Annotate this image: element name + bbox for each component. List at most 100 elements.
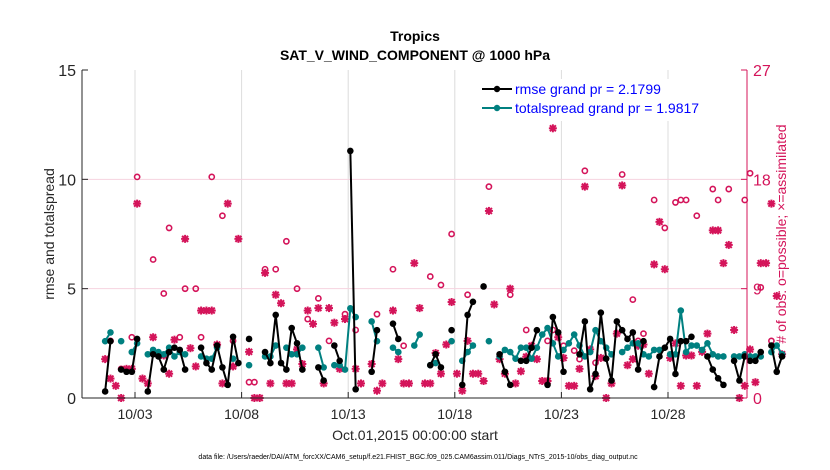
obs-possible-marker bbox=[389, 265, 397, 273]
rmse-point bbox=[149, 350, 157, 358]
rmse-point bbox=[352, 385, 359, 393]
obs-assimilated-marker bbox=[394, 355, 403, 364]
obs-possible-marker bbox=[682, 196, 690, 204]
obs-assimilated-marker bbox=[410, 259, 419, 268]
rmse-point bbox=[720, 381, 727, 389]
obs-possible-marker bbox=[219, 212, 226, 220]
obs-assimilated-marker bbox=[138, 374, 147, 383]
obs-possible-marker bbox=[165, 224, 173, 232]
spread-point bbox=[624, 344, 631, 352]
spread-point bbox=[432, 359, 439, 367]
legend-spread-label: totalspread grand pr = 1.9817 bbox=[515, 100, 699, 116]
spread-point bbox=[656, 346, 663, 354]
obs-possible-marker bbox=[437, 281, 445, 289]
rmse-point bbox=[554, 329, 562, 336]
obs-possible-marker bbox=[725, 185, 733, 193]
obs-possible-marker bbox=[400, 342, 408, 350]
obs-assimilated-marker bbox=[170, 335, 179, 344]
obs-assimilated-marker bbox=[692, 381, 701, 390]
spread-point bbox=[560, 346, 567, 354]
spread-point bbox=[331, 361, 338, 369]
rmse-point bbox=[549, 313, 557, 321]
y-tick-label: 5 bbox=[67, 282, 76, 299]
rmse-point bbox=[368, 368, 375, 376]
spread-point bbox=[144, 350, 152, 358]
x-tick-label: 10/28 bbox=[650, 406, 685, 422]
spread-point bbox=[107, 329, 114, 336]
obs-assimilated-marker bbox=[261, 268, 270, 277]
rmse-point bbox=[666, 335, 674, 343]
rmse-point bbox=[347, 147, 354, 155]
obs-possible-marker bbox=[272, 265, 280, 273]
y2-tick-label: 18 bbox=[753, 172, 771, 189]
obs-possible-marker bbox=[352, 326, 360, 334]
obs-assimilated-marker bbox=[341, 315, 350, 324]
spread-point bbox=[506, 348, 514, 356]
obs-possible-marker bbox=[160, 290, 168, 297]
obs-assimilated-marker bbox=[277, 299, 286, 308]
x-tick-label: 10/08 bbox=[224, 406, 259, 422]
chart-subtitle: SAT_V_WIND_COMPONENT @ 1000 hPa bbox=[280, 47, 550, 63]
rmse-point bbox=[634, 366, 642, 373]
obs-possible-marker bbox=[293, 285, 301, 293]
rmse-point bbox=[389, 320, 397, 327]
rmse-point bbox=[629, 329, 637, 336]
y-tick-label: 15 bbox=[58, 63, 76, 80]
x-tick-label: 10/03 bbox=[117, 406, 152, 422]
obs-assimilated-marker bbox=[325, 304, 334, 313]
spread-point bbox=[618, 348, 626, 356]
rmse-point bbox=[101, 388, 109, 395]
spread-point bbox=[512, 355, 519, 362]
obs-assimilated-marker bbox=[404, 379, 413, 388]
rmse-point bbox=[208, 366, 216, 373]
rmse-line-segment bbox=[706, 356, 725, 386]
rmse-point bbox=[197, 344, 205, 352]
spread-point bbox=[448, 337, 455, 345]
rmse-point bbox=[618, 326, 626, 334]
obs-possible-marker bbox=[650, 196, 658, 204]
spread-point bbox=[320, 364, 327, 371]
x-axis-label: Oct.01,2015 00:00:00 start bbox=[332, 427, 498, 443]
obs-possible-marker bbox=[640, 330, 647, 338]
spread-point bbox=[368, 318, 375, 325]
obs-possible-marker bbox=[672, 199, 679, 206]
rmse-point bbox=[501, 368, 509, 376]
obs-assimilated-marker bbox=[687, 351, 696, 360]
x-tick-label: 10/13 bbox=[331, 406, 366, 422]
rmse-point bbox=[277, 359, 285, 367]
obs-assimilated-marker bbox=[676, 381, 685, 390]
obs-assimilated-marker bbox=[271, 290, 280, 299]
obs-assimilated-marker bbox=[650, 260, 659, 269]
rmse-point bbox=[426, 361, 434, 369]
obs-possible-marker bbox=[629, 296, 637, 303]
obs-assimilated-marker bbox=[356, 379, 365, 388]
rmse-point bbox=[373, 326, 381, 334]
rmse-point bbox=[224, 381, 232, 389]
rmse-point bbox=[235, 359, 242, 367]
rmse-point bbox=[229, 333, 237, 341]
obs-possible-marker bbox=[714, 196, 722, 204]
obs-possible-marker bbox=[581, 167, 589, 175]
y-tick-label: 10 bbox=[58, 172, 76, 189]
spread-point bbox=[720, 353, 727, 360]
rmse-point bbox=[288, 324, 296, 332]
lines-layer bbox=[101, 147, 786, 395]
obs-possible-marker bbox=[250, 378, 258, 386]
y2-tick-label: 9 bbox=[753, 282, 762, 299]
obs-assimilated-marker bbox=[181, 234, 190, 243]
rmse-point bbox=[672, 370, 679, 378]
rmse-line-segment bbox=[370, 330, 378, 372]
obs-possible-marker bbox=[133, 173, 141, 181]
rmse-point bbox=[213, 342, 221, 349]
rmse-point bbox=[283, 366, 290, 373]
rmse-point bbox=[299, 366, 306, 373]
y2-tick-label: 27 bbox=[753, 63, 771, 80]
spread-line-segment bbox=[670, 310, 724, 358]
spread-point bbox=[272, 342, 280, 349]
obs-assimilated-marker bbox=[719, 259, 728, 268]
obs-possible-marker bbox=[314, 294, 322, 302]
obs-possible-marker bbox=[757, 284, 765, 291]
obs-assimilated-marker bbox=[570, 381, 579, 390]
rmse-point bbox=[160, 366, 168, 373]
spread-point bbox=[181, 350, 189, 358]
